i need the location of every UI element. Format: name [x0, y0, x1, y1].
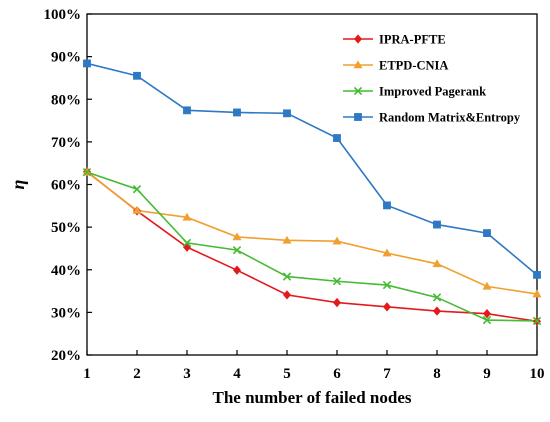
series-line-4	[86, 62, 538, 276]
plot-area-frame	[86, 13, 538, 356]
x-tick-label: 7	[383, 366, 391, 382]
data-point	[232, 232, 242, 241]
data-point	[133, 71, 141, 80]
data-point	[482, 315, 492, 325]
legend-label: IPRA-PFTE	[379, 33, 446, 47]
data-point	[132, 205, 142, 214]
data-point	[433, 306, 441, 316]
data-point	[483, 308, 491, 319]
data-point	[382, 248, 392, 257]
data-point	[132, 185, 142, 194]
x-axis-title: The number of failed nodes	[213, 388, 412, 407]
y-tick-label: 40%	[51, 263, 81, 279]
data-point	[332, 277, 342, 286]
series-line-3	[86, 171, 538, 322]
data-point	[383, 201, 391, 210]
data-point	[333, 297, 341, 308]
data-point	[332, 236, 342, 245]
series-line-1	[86, 171, 538, 323]
legend-label: Improved Pagerank	[379, 85, 486, 99]
y-axis-title: η	[8, 179, 28, 189]
x-tick-label: 1	[83, 366, 91, 382]
data-point	[233, 108, 241, 117]
legend-marker	[354, 113, 362, 121]
y-tick-label: 60%	[51, 178, 81, 194]
data-point	[533, 270, 541, 279]
x-tick-label: 9	[483, 366, 491, 382]
legend-label: Random Matrix&Entropy	[379, 111, 521, 125]
legend-marker	[353, 86, 363, 96]
data-point	[282, 235, 292, 244]
data-point	[182, 212, 192, 221]
series-line-2	[86, 171, 538, 295]
y-tick-label: 90%	[51, 50, 81, 66]
y-tick-label: 50%	[51, 220, 81, 236]
y-tick-label: 100%	[44, 7, 82, 23]
x-tick-label: 10	[530, 366, 545, 382]
data-point	[432, 293, 442, 302]
legend-item: IPRA-PFTE	[343, 33, 446, 47]
data-point	[183, 106, 191, 115]
legend-marker	[354, 34, 362, 44]
x-tick-label: 4	[233, 366, 241, 382]
legend-item: Improved Pagerank	[343, 85, 486, 99]
data-point	[83, 59, 91, 68]
data-point	[382, 280, 392, 290]
data-point	[183, 242, 191, 252]
x-tick-label: 3	[183, 366, 191, 382]
data-point	[182, 238, 192, 248]
data-point	[532, 316, 542, 326]
legend-item: Random Matrix&Entropy	[343, 111, 521, 125]
data-point	[232, 245, 242, 255]
x-tick-label: 6	[333, 366, 341, 382]
data-point	[532, 289, 542, 298]
data-point	[383, 302, 391, 312]
y-tick-label: 70%	[51, 135, 81, 151]
data-point	[482, 281, 492, 290]
data-point	[282, 272, 292, 281]
y-tick-label: 80%	[51, 92, 81, 108]
y-tick-label: 20%	[51, 348, 81, 364]
x-tick-label: 8	[433, 366, 441, 382]
data-point	[233, 265, 241, 275]
legend-label: ETPD-CNIA	[379, 59, 448, 73]
x-tick-label: 5	[283, 366, 291, 382]
data-point	[333, 134, 341, 142]
data-point	[432, 259, 442, 268]
data-point	[433, 220, 441, 229]
y-tick-label: 30%	[51, 305, 81, 321]
data-point	[283, 290, 291, 300]
x-tick-label: 2	[133, 366, 141, 382]
data-point	[483, 229, 491, 237]
legend-item: ETPD-CNIA	[343, 59, 448, 73]
legend-marker	[353, 60, 363, 69]
data-point	[82, 167, 92, 177]
data-point	[283, 109, 291, 118]
